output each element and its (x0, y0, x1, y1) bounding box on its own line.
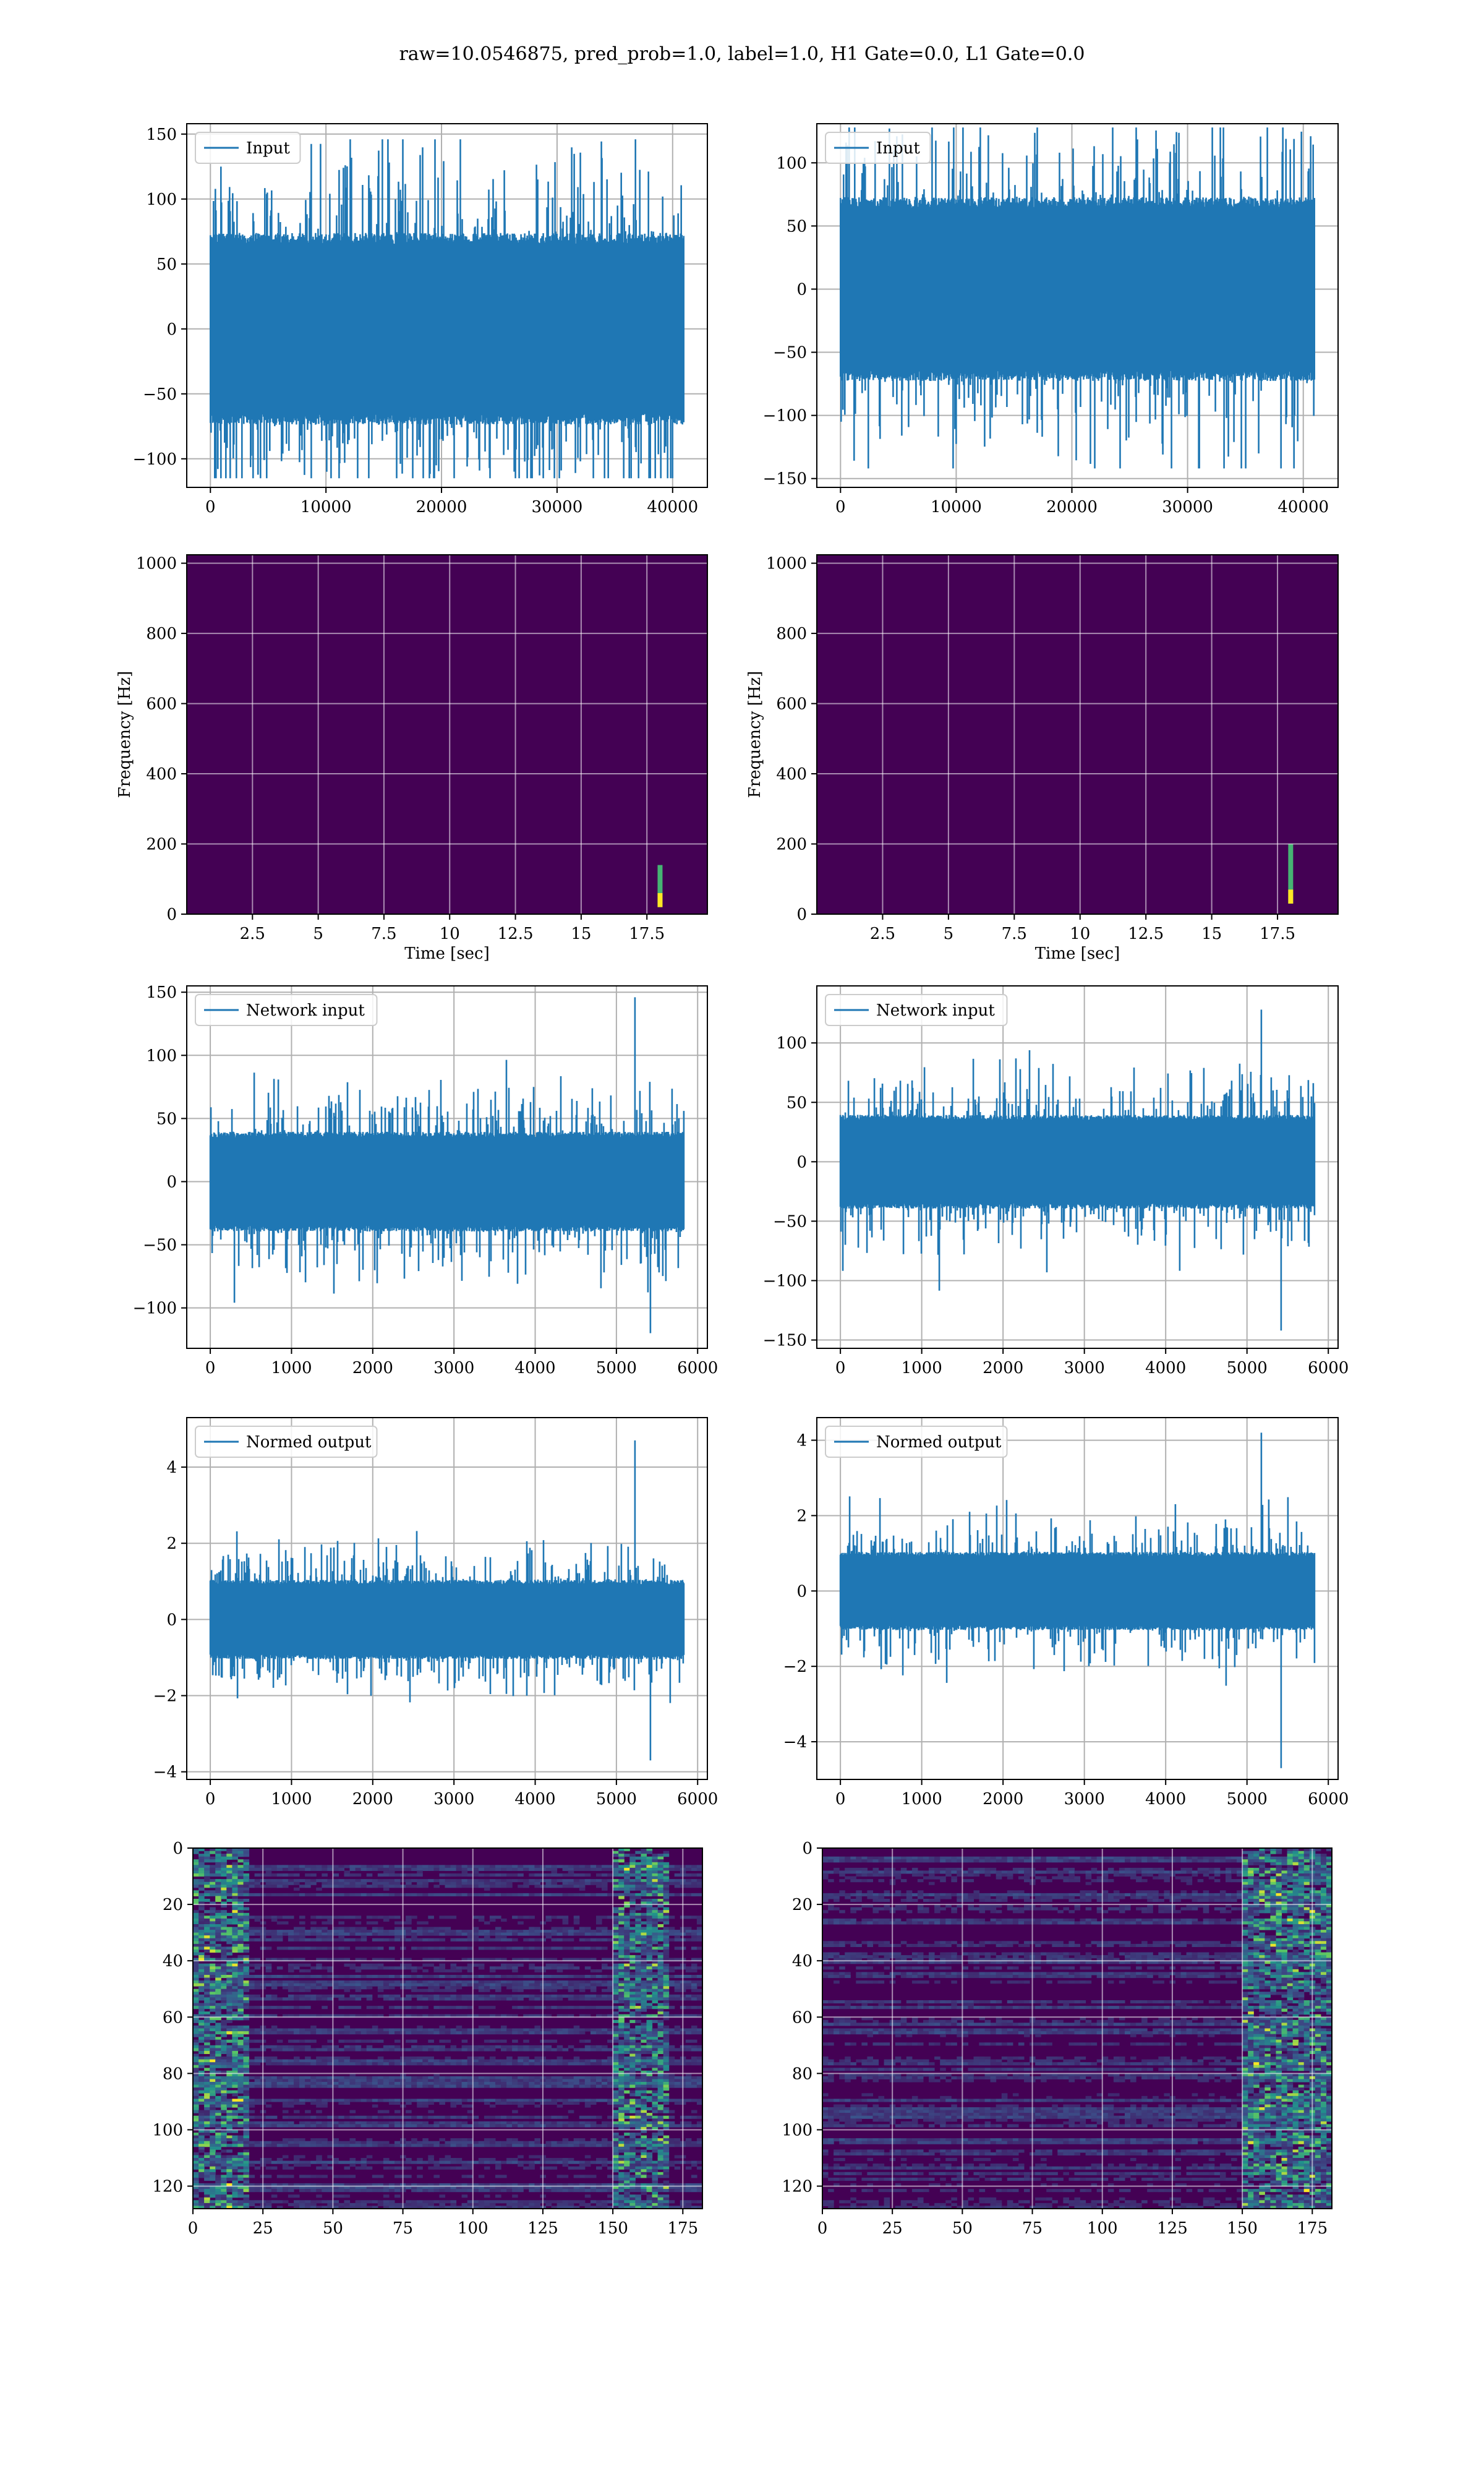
x-tick-label: 7.5 (371, 925, 396, 943)
y-tick-label: 50 (787, 217, 807, 236)
y-tick-label: 100 (776, 154, 807, 173)
y-tick-label: 800 (146, 625, 177, 643)
axes-frame (816, 123, 1339, 488)
x-tick-label: 20000 (416, 498, 467, 516)
spectrogram-heatmap (187, 555, 707, 914)
ticks: 0 10000 20000 30000 40000 −150 −100 −50 0 50 100 (763, 154, 1329, 516)
axes-frame (186, 123, 708, 488)
y-tick-label: 400 (146, 765, 177, 784)
ticks: 0 10000 20000 30000 40000 −100 −50 0 50 100 150 (133, 126, 699, 516)
x-tick-label: 20000 (1046, 498, 1098, 516)
y-axis-label: Frequency [Hz] (116, 671, 134, 798)
y-tick-label: −150 (763, 470, 807, 489)
x-tick-label: 10000 (931, 498, 982, 516)
x-tick-label: 5 (313, 925, 323, 943)
legend: Input (825, 132, 931, 164)
axes-frame (186, 554, 708, 915)
x-tick-label: 12.5 (498, 925, 534, 943)
y-tick-label: −100 (763, 407, 807, 426)
axes-spec_l1: 2.5 5 7.5 10 12.5 15 17.502004006008001000Time… (746, 554, 1339, 963)
y-tick-label: −50 (773, 344, 807, 362)
x-tick-label: 40000 (1277, 498, 1329, 516)
axes-spec_h1: 2.5 5 7.5 10 12.5 15 17.5 0 200 400 600 800 1000 Time… (116, 554, 708, 963)
x-tick-label: 2.5 (240, 925, 265, 943)
y-tick-label: 50 (156, 255, 177, 274)
x-tick-label: 40000 (647, 498, 698, 516)
figure-title: raw=10.0546875, pred_prob=1.0, label=1.0… (0, 43, 1484, 65)
x-tick-label: 30000 (1162, 498, 1213, 516)
x-tick-label: 0 (835, 498, 846, 516)
series-line (840, 127, 1315, 469)
legend-label: Input (246, 139, 290, 158)
axes-input_h1: Input 0 10000 20000 30000 40000 −100 −50 0 50 100 1… (133, 123, 708, 516)
chirp-track (657, 865, 663, 907)
series-line (210, 139, 684, 479)
x-tick-label: 10000 (301, 498, 352, 516)
y-tick-label: −50 (143, 385, 177, 404)
x-tick-label: 10 (440, 925, 460, 943)
y-tick-label: 600 (146, 695, 177, 714)
y-tick-label: 0 (796, 280, 807, 299)
chirp-peak (657, 892, 663, 907)
legend-label: Input (876, 139, 920, 158)
x-tick-label: 0 (205, 498, 216, 516)
legend-box (195, 132, 301, 164)
legend-box (825, 132, 931, 164)
x-tick-label: 15 (571, 925, 591, 943)
y-tick-label: 200 (146, 836, 177, 854)
y-tick-label: 0 (166, 905, 177, 924)
axes-input_l1: Input 0 10000 20000 30000 40000 −150 −100 −50 0 50… (763, 123, 1339, 516)
heatmap-background (187, 555, 707, 914)
y-tick-label: 1000 (136, 555, 177, 573)
ticks: 2.5 5 7.5 10 12.5 15 17.5 0 200 400 600 800 1000 (136, 555, 665, 943)
x-tick-label: 30000 (532, 498, 583, 516)
y-tick-label: 150 (146, 126, 177, 144)
y-tick-label: 0 (166, 320, 177, 339)
x-tick-label: 17.5 (629, 925, 665, 943)
y-tick-label: −100 (133, 450, 177, 469)
y-tick-label: 100 (146, 190, 177, 209)
x-axis-label: Time [sec] (404, 944, 490, 963)
heatmap-background (817, 555, 1338, 914)
legend: Input (195, 132, 301, 164)
spectrogram-heatmap (817, 555, 1338, 914)
